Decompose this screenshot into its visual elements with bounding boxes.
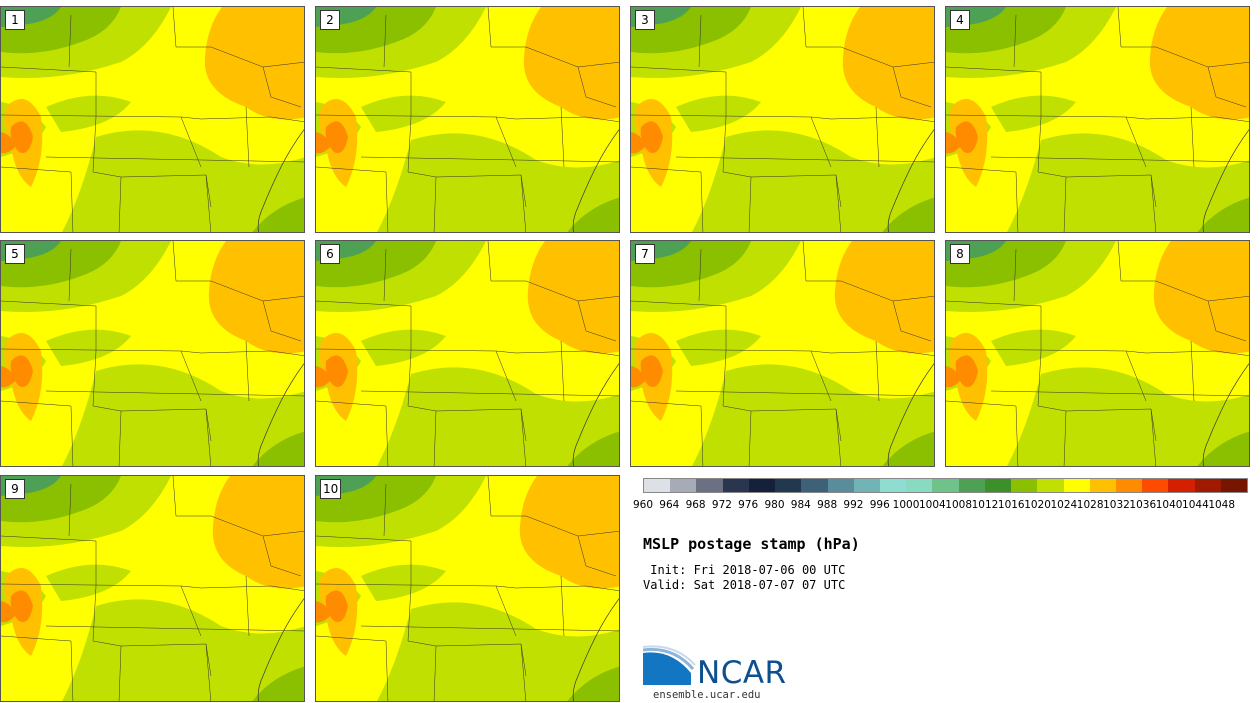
member-number-label: 9 (5, 479, 25, 499)
init-time: Init: Fri 2018-07-06 00 UTC (643, 563, 846, 577)
colorbar-segment (853, 479, 880, 492)
colorbar-segment (906, 479, 933, 492)
map-graphic (1, 241, 304, 466)
colorbar-tick-label: 992 (843, 499, 864, 511)
colorbar-segment (722, 479, 749, 492)
member-number-label: 1 (5, 10, 25, 30)
colorbar-tick-label: 1004 (918, 499, 946, 511)
ncar-logo-text: NCAR (697, 655, 787, 691)
ensemble-member-map: 10 (315, 475, 620, 702)
member-number-label: 3 (635, 10, 655, 30)
colorbar-tick-label: 976 (738, 499, 759, 511)
ncar-logo-icon (643, 645, 696, 685)
colorbar-segment (696, 479, 723, 492)
colorbar-tick-label: 980 (764, 499, 785, 511)
colorbar-tick-label: 996 (869, 499, 890, 511)
colorbar-segment (879, 479, 907, 492)
colorbar-tick-label: 1008 (945, 499, 973, 511)
colorbar-segment (1011, 479, 1038, 492)
colorbar-segment (932, 479, 959, 492)
colorbar-tick-label: 1012 (971, 499, 999, 511)
member-number-label: 8 (950, 244, 970, 264)
colorbar-tick-label: 1032 (1103, 499, 1130, 511)
ensemble-member-map: 4 (945, 6, 1250, 233)
colorbar-segment (1194, 479, 1221, 492)
member-number-label: 4 (950, 10, 970, 30)
colorbar-tick-label: 984 (790, 499, 811, 511)
colorbar-segment (1063, 479, 1090, 492)
map-graphic (1, 7, 304, 232)
colorbar-segment (958, 479, 985, 492)
map-graphic (631, 7, 934, 232)
colorbar-tick-label: 1000 (892, 499, 920, 511)
valid-time: Valid: Sat 2018-07-07 07 UTC (643, 578, 846, 592)
colorbar-segment (670, 479, 697, 492)
colorbar-segment (644, 479, 671, 492)
colorbar-tick-labels: 960 964 968 972 976 980 984 988 992 996 1000 1004 10… (633, 499, 1248, 513)
colorbar-tick-label: 968 (685, 499, 706, 511)
colorbar-tick-label: 972 (711, 499, 732, 511)
colorbar-tick-label: 1044 (1182, 499, 1209, 511)
pressure-colorbar (643, 478, 1248, 493)
colorbar-segment (748, 479, 776, 492)
ensemble-member-map: 2 (315, 6, 620, 233)
colorbar-segment (1220, 479, 1248, 492)
website-url: ensemble.ucar.edu (653, 689, 761, 701)
colorbar-tick-label: 960 (632, 499, 654, 511)
colorbar-segment (1142, 479, 1169, 492)
colorbar-tick-label: 1020 (1024, 499, 1051, 511)
member-number-label: 2 (320, 10, 340, 30)
member-number-label: 6 (320, 244, 340, 264)
map-graphic (316, 241, 619, 466)
figure-title: MSLP postage stamp (hPa) (643, 535, 860, 553)
map-graphic (946, 7, 1249, 232)
member-number-label: 5 (5, 244, 25, 264)
ensemble-member-map: 5 (0, 240, 305, 467)
colorbar-segment (801, 479, 828, 492)
ensemble-member-map: 3 (630, 6, 935, 233)
colorbar-tick-label: 1036 (1129, 499, 1157, 511)
ensemble-member-map: 1 (0, 6, 305, 233)
colorbar-segment (827, 479, 854, 492)
colorbar-tick-label: 964 (659, 499, 680, 511)
map-graphic (946, 241, 1249, 466)
ensemble-member-map: 8 (945, 240, 1250, 467)
ensemble-member-map: 6 (315, 240, 620, 467)
colorbar-segment (1115, 479, 1143, 492)
member-number-label: 10 (320, 479, 342, 499)
colorbar-segment (1037, 479, 1064, 492)
colorbar-tick-label: 1028 (1076, 499, 1104, 511)
colorbar-tick-label: 1016 (997, 499, 1025, 511)
colorbar-segment (775, 479, 802, 492)
ensemble-member-map: 7 (630, 240, 935, 467)
ensemble-member-map: 9 (0, 475, 305, 702)
colorbar-segment (984, 479, 1012, 492)
colorbar-tick-label: 1048 (1208, 499, 1236, 511)
colorbar-tick-label: 1024 (1050, 499, 1078, 511)
map-graphic (316, 476, 619, 701)
map-graphic (1, 476, 304, 701)
map-graphic (631, 241, 934, 466)
map-graphic (316, 7, 619, 232)
colorbar-tick-label: 988 (817, 499, 838, 511)
colorbar-segment (1168, 479, 1195, 492)
member-number-label: 7 (635, 244, 655, 264)
colorbar-segment (1089, 479, 1116, 492)
colorbar-tick-label: 1040 (1155, 499, 1183, 511)
